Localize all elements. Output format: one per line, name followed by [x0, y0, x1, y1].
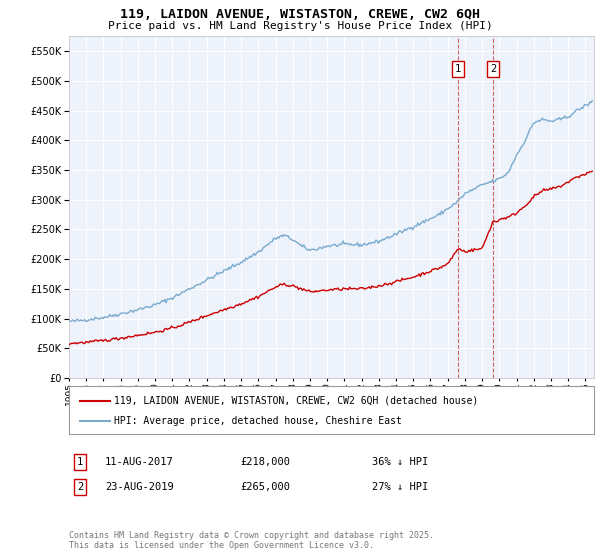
Text: 23-AUG-2019: 23-AUG-2019: [105, 482, 174, 492]
Text: 119, LAIDON AVENUE, WISTASTON, CREWE, CW2 6QH: 119, LAIDON AVENUE, WISTASTON, CREWE, CW…: [120, 8, 480, 21]
Text: Contains HM Land Registry data © Crown copyright and database right 2025.
This d: Contains HM Land Registry data © Crown c…: [69, 530, 434, 550]
Text: 2: 2: [490, 64, 496, 74]
Text: £265,000: £265,000: [240, 482, 290, 492]
Text: 11-AUG-2017: 11-AUG-2017: [105, 457, 174, 467]
Text: HPI: Average price, detached house, Cheshire East: HPI: Average price, detached house, Ches…: [114, 416, 402, 426]
Text: 36% ↓ HPI: 36% ↓ HPI: [372, 457, 428, 467]
Text: £218,000: £218,000: [240, 457, 290, 467]
Text: 1: 1: [455, 64, 461, 74]
Text: 27% ↓ HPI: 27% ↓ HPI: [372, 482, 428, 492]
Text: 119, LAIDON AVENUE, WISTASTON, CREWE, CW2 6QH (detached house): 119, LAIDON AVENUE, WISTASTON, CREWE, CW…: [114, 396, 478, 405]
Text: 2: 2: [77, 482, 83, 492]
Text: 1: 1: [77, 457, 83, 467]
Text: Price paid vs. HM Land Registry's House Price Index (HPI): Price paid vs. HM Land Registry's House …: [107, 21, 493, 31]
